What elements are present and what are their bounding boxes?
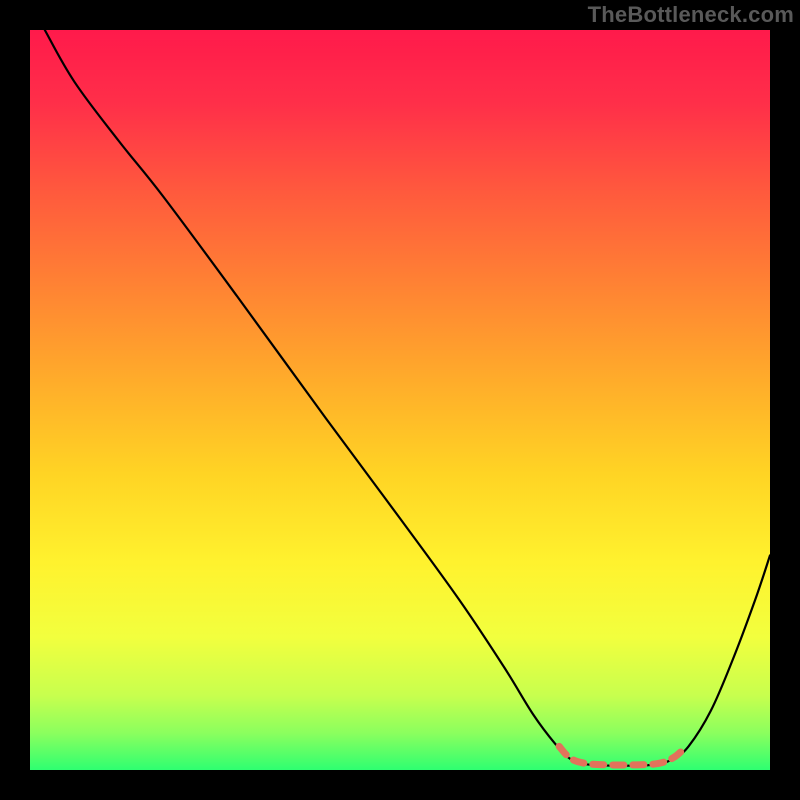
chart-container: { "watermark": { "text": "TheBottleneck.… — [0, 0, 800, 800]
bottleneck-chart — [0, 0, 800, 800]
chart-plot-area — [30, 30, 770, 770]
watermark-text: TheBottleneck.com — [588, 2, 794, 28]
